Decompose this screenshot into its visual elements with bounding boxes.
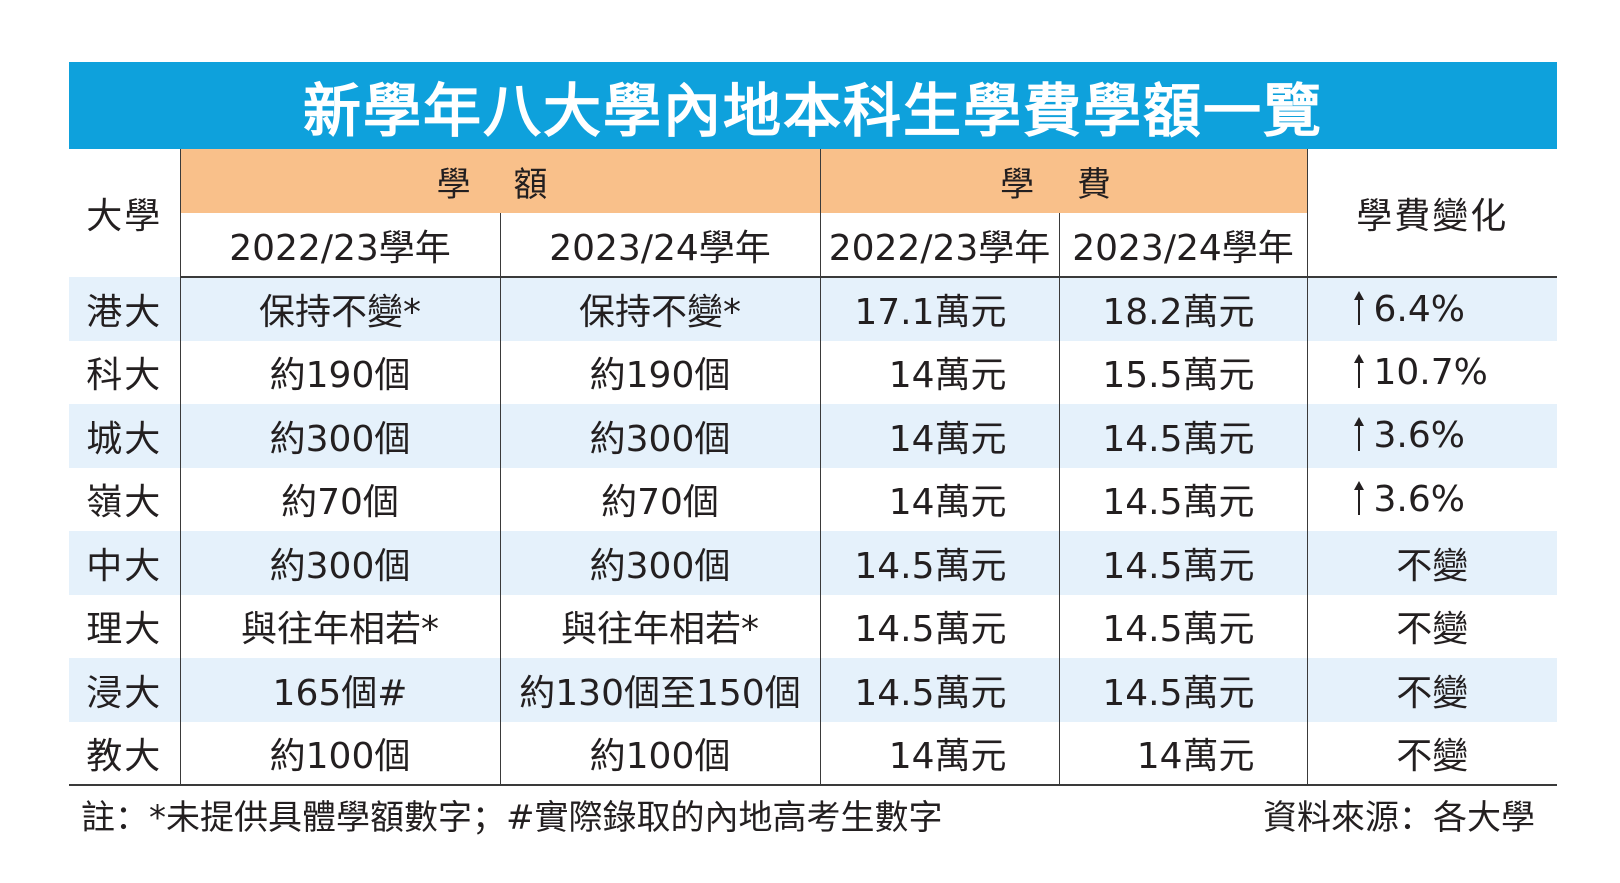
table-row: 浸大 165個# 約130個至150個 14.5萬元 14.5萬元 不變 <box>69 658 1557 722</box>
footnote: 註：*未提供具體學額數字；#實際錄取的內地高考生數字 <box>81 798 943 838</box>
change-value: 3.6% <box>1373 478 1465 520</box>
cell-fee-2023-24: 15.5萬元 <box>1058 340 1307 404</box>
cell-fee-2023-24: 14萬元 <box>1058 721 1307 786</box>
header-fee-group: 學 費 <box>819 149 1307 213</box>
header-university: 大學 <box>86 196 163 237</box>
change-value: 不變 <box>1396 672 1469 714</box>
cell-quota-2022-23: 約190個 <box>179 340 500 404</box>
header-fee-2023-24: 2023/24學年 <box>1058 213 1307 278</box>
cell-fee-change: 不變 <box>1306 721 1557 786</box>
header-fee-2022-23: 2022/23學年 <box>819 213 1059 278</box>
cell-university: 理大 <box>86 609 163 651</box>
table-row: 理大 與往年相若* 與往年相若* 14.5萬元 14.5萬元 不變 <box>69 594 1557 658</box>
cell-quota-2022-23: 約100個 <box>179 721 500 786</box>
cell-fee-2023-24: 14.5萬元 <box>1058 594 1307 658</box>
source-note: 資料來源：各大學 <box>1263 798 1535 838</box>
table-row: 教大 約100個 約100個 14萬元 14萬元 不變 <box>69 721 1557 786</box>
cell-fee-change: 3.6% <box>1306 404 1557 468</box>
cell-university: 科大 <box>86 355 163 397</box>
header-quota-2022-23: 2022/23學年 <box>179 213 500 278</box>
cell-quota-2023-24: 約130個至150個 <box>499 658 820 722</box>
cell-quota-2023-24: 與往年相若* <box>499 594 820 658</box>
cell-fee-change: 不變 <box>1306 594 1557 658</box>
cell-fee-change: 不變 <box>1306 531 1557 595</box>
table-row: 港大 保持不變* 保持不變* 17.1萬元 18.2萬元 6.4% <box>69 277 1557 341</box>
cell-fee-2023-24: 14.5萬元 <box>1058 531 1307 595</box>
header-quota-2023-24: 2023/24學年 <box>499 213 820 278</box>
cell-fee-2022-23: 14.5萬元 <box>819 594 1059 658</box>
cell-university: 浸大 <box>86 672 163 714</box>
cell-fee-2022-23: 17.1萬元 <box>819 277 1059 341</box>
cell-fee-2022-23: 14萬元 <box>819 404 1059 468</box>
change-value: 6.4% <box>1373 288 1465 330</box>
cell-fee-2023-24: 14.5萬元 <box>1058 404 1307 468</box>
cell-quota-2023-24: 約70個 <box>499 467 820 531</box>
header-quota-group: 學 額 <box>179 149 820 213</box>
change-value: 不變 <box>1396 735 1469 777</box>
cell-quota-2022-23: 165個# <box>179 658 500 722</box>
cell-fee-2023-24: 14.5萬元 <box>1058 467 1307 531</box>
cell-quota-2022-23: 約300個 <box>179 531 500 595</box>
table-row: 城大 約300個 約300個 14萬元 14.5萬元 3.6% <box>69 404 1557 468</box>
change-value: 3.6% <box>1373 415 1465 457</box>
cell-quota-2022-23: 保持不變* <box>179 277 500 341</box>
up-arrow-icon <box>1352 290 1366 325</box>
cell-university: 嶺大 <box>86 482 163 524</box>
cell-fee-2022-23: 14萬元 <box>819 340 1059 404</box>
cell-quota-2023-24: 約300個 <box>499 404 820 468</box>
cell-fee-2022-23: 14.5萬元 <box>819 658 1059 722</box>
table-row: 科大 約190個 約190個 14萬元 15.5萬元 10.7% <box>69 340 1557 404</box>
up-arrow-icon <box>1352 417 1366 452</box>
table-body: 港大 保持不變* 保持不變* 17.1萬元 18.2萬元 6.4% 科大 約190個 約190個… <box>69 277 1557 786</box>
cell-fee-2023-24: 18.2萬元 <box>1058 277 1307 341</box>
cell-fee-2022-23: 14萬元 <box>819 467 1059 531</box>
up-arrow-icon <box>1352 480 1366 515</box>
tuition-table: 大學 學 額 學 費 學費變化 2022/23學年 2023/24學年 2022… <box>69 149 1557 786</box>
page-title: 新學年八大學內地本科生學費學額一覽 <box>302 76 1323 145</box>
cell-fee-change: 不變 <box>1306 658 1557 722</box>
change-value: 不變 <box>1396 545 1469 587</box>
cell-fee-change: 6.4% <box>1306 277 1557 341</box>
cell-quota-2023-24: 約100個 <box>499 721 820 786</box>
cell-fee-2022-23: 14.5萬元 <box>819 531 1059 595</box>
header-fee-change: 學費變化 <box>1306 149 1557 278</box>
change-value: 10.7% <box>1373 351 1488 393</box>
cell-university: 城大 <box>86 418 163 460</box>
cell-fee-2023-24: 14.5萬元 <box>1058 658 1307 722</box>
title-banner: 新學年八大學內地本科生學費學額一覽 <box>69 62 1557 149</box>
cell-fee-change: 10.7% <box>1306 340 1557 404</box>
change-value: 不變 <box>1396 609 1469 651</box>
cell-university: 教大 <box>69 721 180 786</box>
cell-quota-2022-23: 約300個 <box>179 404 500 468</box>
table-row: 嶺大 約70個 約70個 14萬元 14.5萬元 3.6% <box>69 467 1557 531</box>
cell-quota-2023-24: 約300個 <box>499 531 820 595</box>
cell-quota-2022-23: 約70個 <box>179 467 500 531</box>
cell-fee-2022-23: 14萬元 <box>819 721 1059 786</box>
table-row: 中大 約300個 約300個 14.5萬元 14.5萬元 不變 <box>69 531 1557 595</box>
cell-quota-2023-24: 保持不變* <box>499 277 820 341</box>
cell-quota-2022-23: 與往年相若* <box>179 594 500 658</box>
cell-fee-change: 3.6% <box>1306 467 1557 531</box>
cell-university: 港大 <box>86 291 163 333</box>
cell-university: 中大 <box>86 545 163 587</box>
cell-quota-2023-24: 約190個 <box>499 340 820 404</box>
up-arrow-icon <box>1352 353 1366 388</box>
